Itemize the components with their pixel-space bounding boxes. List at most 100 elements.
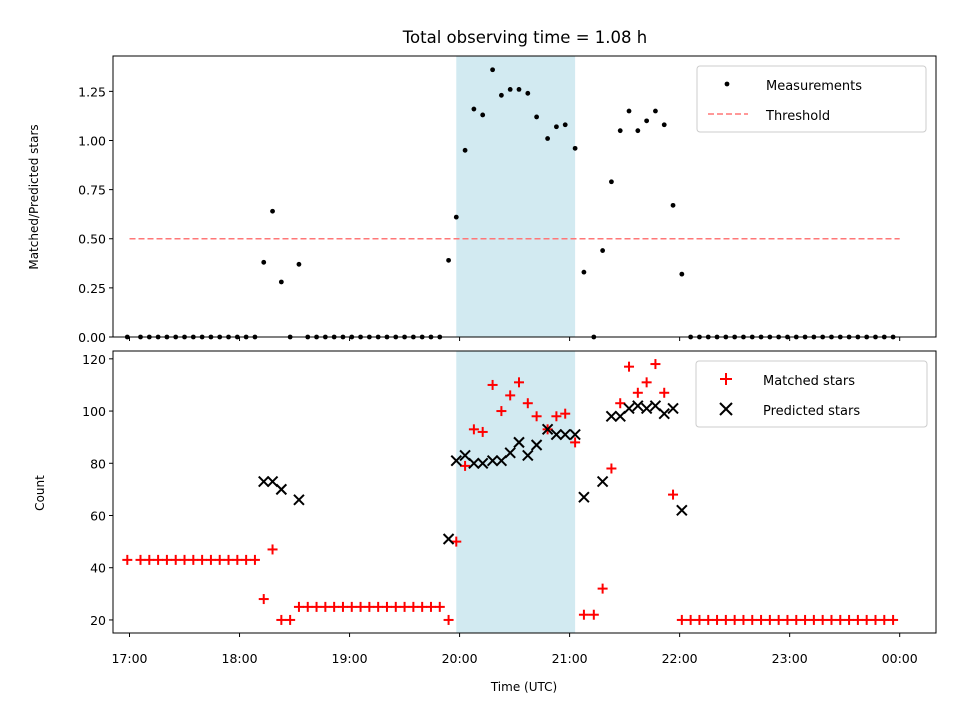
- top-shaded-span: [456, 56, 576, 337]
- legend-matched-marker: [720, 373, 732, 385]
- legend-predicted-label: Predicted stars: [763, 404, 860, 419]
- measurement-point: [609, 179, 614, 185]
- matched-point: [791, 614, 802, 625]
- predicted-point: [541, 423, 554, 436]
- xtick-label: 18:00: [222, 651, 258, 666]
- predicted-point: [596, 475, 609, 488]
- legend-measurements-label: Measurements: [766, 79, 862, 94]
- ytick-label: 0.75: [78, 183, 106, 198]
- bottom-yaxis: 20 40 60 80 100 120: [82, 352, 113, 628]
- matched-point: [144, 554, 155, 565]
- matched-point: [738, 614, 749, 625]
- xtick-label: 19:00: [332, 651, 368, 666]
- matched-point: [852, 614, 863, 625]
- measurement-point: [453, 214, 459, 220]
- measurement-point: [626, 108, 632, 114]
- bottom-predicted-layer: [258, 400, 688, 545]
- matched-point: [659, 387, 670, 398]
- measurement-point: [498, 92, 504, 98]
- measurement-point: [471, 106, 477, 112]
- shaded-span: [456, 351, 576, 633]
- matched-point: [694, 614, 705, 625]
- xtick-label: 00:00: [882, 651, 918, 666]
- matched-point: [434, 601, 445, 612]
- matched-point: [364, 601, 375, 612]
- matched-point: [615, 398, 626, 409]
- matched-point: [311, 601, 322, 612]
- predicted-point: [658, 407, 670, 420]
- matched-point: [468, 424, 479, 435]
- matched-point: [320, 601, 331, 612]
- matched-point: [747, 614, 758, 625]
- matched-point: [513, 377, 524, 388]
- matched-point: [773, 614, 784, 625]
- measurement-point: [296, 261, 302, 267]
- figure-title: Total observing time = 1.08 h: [402, 28, 647, 47]
- matched-point: [668, 489, 679, 500]
- predicted-point: [275, 483, 288, 496]
- predicted-point: [504, 447, 516, 459]
- matched-point: [712, 614, 723, 625]
- measurement-point: [545, 136, 551, 141]
- matched-point: [241, 554, 252, 565]
- bottom-legend: Matched stars Predicted stars: [695, 360, 928, 428]
- matched-point: [685, 614, 696, 625]
- matched-point: [496, 406, 507, 417]
- matched-point: [844, 614, 855, 625]
- matched-point: [188, 554, 199, 565]
- matched-point: [505, 390, 516, 401]
- matched-point: [460, 460, 471, 471]
- matched-point: [122, 554, 133, 565]
- matched-point: [551, 411, 562, 422]
- matched-point: [588, 609, 599, 620]
- matched-point: [170, 554, 181, 565]
- measurement-point: [507, 87, 513, 92]
- matched-point: [624, 361, 635, 372]
- matched-point: [522, 398, 533, 409]
- measurement-point: [534, 114, 540, 120]
- ytick-label: 80: [90, 456, 106, 471]
- matched-point: [879, 614, 890, 625]
- matched-point: [861, 614, 872, 625]
- predicted-point: [530, 439, 543, 451]
- matched-point: [390, 601, 401, 612]
- ytick-label: 40: [90, 561, 106, 576]
- matched-point: [578, 609, 589, 620]
- predicted-point: [640, 402, 653, 415]
- bottom-ylabel: Count: [33, 475, 47, 511]
- measurement-point: [670, 202, 676, 208]
- xtick-label: 22:00: [662, 651, 698, 666]
- matched-point: [346, 601, 357, 612]
- matched-point: [720, 614, 731, 625]
- matched-point: [782, 614, 793, 625]
- matched-point: [756, 614, 767, 625]
- ytick-label: 0.50: [78, 232, 106, 247]
- matched-point: [276, 614, 287, 625]
- top-panel: 0.00 0.25 0.50 0.75 1.00 1.25 Matched/Predict…: [27, 55, 937, 345]
- predicted-point: [623, 402, 635, 415]
- matched-point: [729, 614, 740, 625]
- measurement-point: [525, 90, 531, 96]
- measurement-point: [617, 128, 623, 134]
- matched-point: [764, 614, 775, 625]
- matched-point: [570, 437, 581, 448]
- top-yaxis: 0.00 0.25 0.50 0.75 1.00 1.25: [78, 84, 113, 345]
- matched-point: [258, 594, 269, 605]
- measurement-point: [562, 122, 568, 128]
- matched-point: [153, 554, 164, 565]
- measurement-point: [516, 87, 522, 92]
- matched-point: [531, 411, 542, 422]
- ytick-label: 100: [82, 404, 106, 419]
- top-ylabel: Matched/Predicted stars: [27, 124, 41, 269]
- matched-point: [161, 554, 172, 565]
- shaded-span: [456, 56, 576, 337]
- predicted-point: [486, 454, 499, 467]
- matched-point: [632, 387, 643, 398]
- matched-point: [560, 408, 571, 419]
- matched-point: [267, 544, 278, 555]
- measurement-point: [581, 269, 587, 275]
- ytick-label: 1.00: [78, 133, 106, 148]
- matched-point: [835, 614, 846, 625]
- predicted-point: [569, 428, 581, 441]
